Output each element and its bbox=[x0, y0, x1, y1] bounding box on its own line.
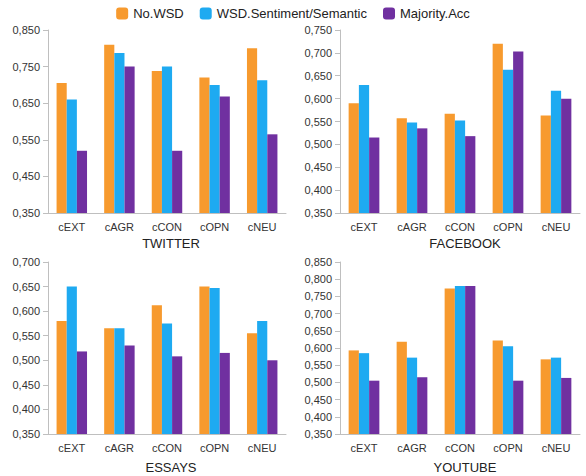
svg-text:cNEU: cNEU bbox=[542, 442, 571, 454]
svg-text:0,600: 0,600 bbox=[304, 93, 332, 105]
svg-text:0,700: 0,700 bbox=[12, 256, 40, 268]
svg-text:YOUTUBE: YOUTUBE bbox=[434, 460, 497, 475]
svg-text:cAGR: cAGR bbox=[397, 221, 426, 233]
svg-text:ESSAYS: ESSAYS bbox=[145, 460, 196, 475]
svg-text:0,550: 0,550 bbox=[304, 116, 332, 128]
svg-text:WSD.Sentiment/Semantic: WSD.Sentiment/Semantic bbox=[217, 6, 368, 21]
svg-text:0,750: 0,750 bbox=[304, 290, 332, 302]
svg-text:Majority.Acc: Majority.Acc bbox=[400, 6, 470, 21]
svg-text:0,450: 0,450 bbox=[12, 170, 40, 182]
svg-text:FACEBOOK: FACEBOOK bbox=[429, 236, 501, 251]
svg-text:0,850: 0,850 bbox=[12, 24, 40, 36]
svg-text:0,750: 0,750 bbox=[304, 24, 332, 36]
svg-text:0,500: 0,500 bbox=[304, 138, 332, 150]
svg-text:cCON: cCON bbox=[445, 442, 475, 454]
svg-text:0,650: 0,650 bbox=[304, 325, 332, 337]
svg-text:cAGR: cAGR bbox=[397, 442, 426, 454]
svg-text:cOPN: cOPN bbox=[493, 442, 522, 454]
svg-text:cNEU: cNEU bbox=[248, 221, 277, 233]
svg-text:0,350: 0,350 bbox=[12, 207, 40, 219]
svg-text:cEXT: cEXT bbox=[351, 442, 378, 454]
svg-text:0,700: 0,700 bbox=[304, 308, 332, 320]
svg-text:0,450: 0,450 bbox=[304, 394, 332, 406]
svg-text:cEXT: cEXT bbox=[58, 442, 85, 454]
svg-text:0,750: 0,750 bbox=[12, 61, 40, 73]
svg-text:cNEU: cNEU bbox=[542, 221, 571, 233]
svg-text:0,550: 0,550 bbox=[304, 359, 332, 371]
svg-text:0,400: 0,400 bbox=[12, 403, 40, 415]
svg-text:0,650: 0,650 bbox=[12, 97, 40, 109]
svg-text:0,650: 0,650 bbox=[304, 70, 332, 82]
svg-text:0,850: 0,850 bbox=[304, 256, 332, 268]
svg-text:0,350: 0,350 bbox=[12, 428, 40, 440]
svg-text:0,600: 0,600 bbox=[12, 305, 40, 317]
svg-text:0,450: 0,450 bbox=[304, 161, 332, 173]
svg-text:cOPN: cOPN bbox=[200, 221, 229, 233]
svg-text:0,350: 0,350 bbox=[304, 428, 332, 440]
svg-text:0,500: 0,500 bbox=[12, 354, 40, 366]
svg-text:0,350: 0,350 bbox=[304, 207, 332, 219]
svg-text:0,550: 0,550 bbox=[12, 134, 40, 146]
svg-text:cCON: cCON bbox=[152, 442, 182, 454]
svg-text:TWITTER: TWITTER bbox=[142, 236, 200, 251]
svg-text:cAGR: cAGR bbox=[105, 221, 134, 233]
svg-text:0,450: 0,450 bbox=[12, 379, 40, 391]
svg-text:cEXT: cEXT bbox=[351, 221, 378, 233]
svg-text:0,400: 0,400 bbox=[304, 184, 332, 196]
svg-text:cAGR: cAGR bbox=[105, 442, 134, 454]
svg-text:0,650: 0,650 bbox=[12, 281, 40, 293]
svg-text:cCON: cCON bbox=[152, 221, 182, 233]
svg-text:cCON: cCON bbox=[445, 221, 475, 233]
svg-text:0,500: 0,500 bbox=[304, 376, 332, 388]
svg-text:cNEU: cNEU bbox=[248, 442, 277, 454]
svg-text:cEXT: cEXT bbox=[58, 221, 85, 233]
svg-text:cOPN: cOPN bbox=[200, 442, 229, 454]
svg-text:0,800: 0,800 bbox=[304, 273, 332, 285]
svg-text:No.WSD: No.WSD bbox=[133, 6, 184, 21]
svg-text:0,400: 0,400 bbox=[304, 411, 332, 423]
svg-text:0,700: 0,700 bbox=[304, 47, 332, 59]
svg-text:0,600: 0,600 bbox=[304, 342, 332, 354]
svg-text:cOPN: cOPN bbox=[493, 221, 522, 233]
svg-text:0,550: 0,550 bbox=[12, 330, 40, 342]
